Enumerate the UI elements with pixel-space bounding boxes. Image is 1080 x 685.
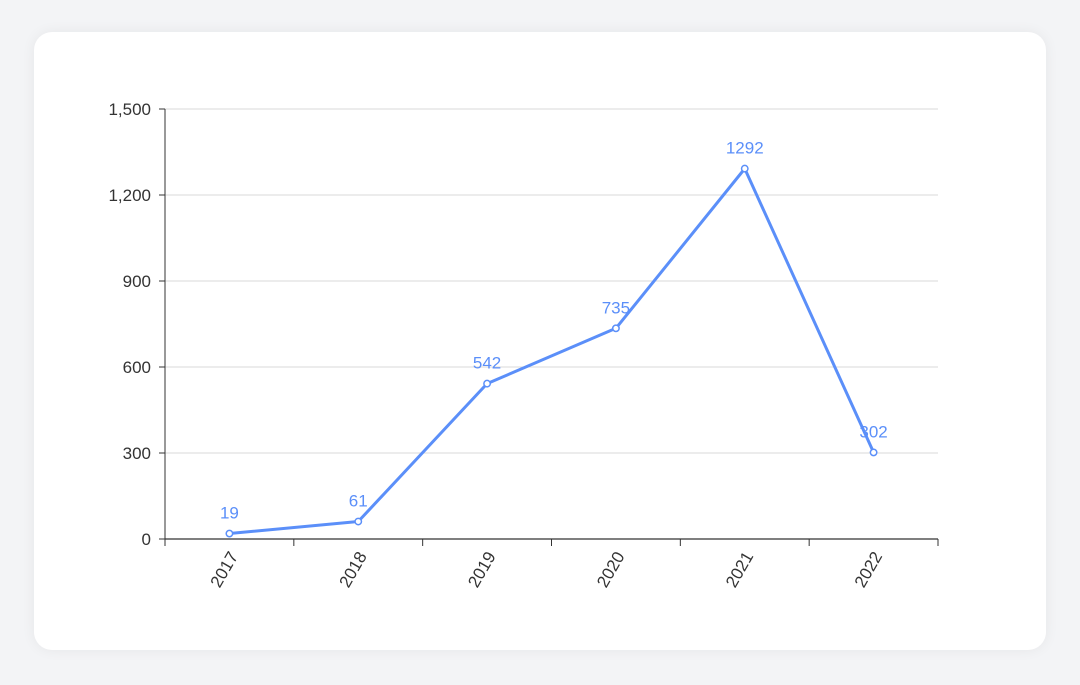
data-point — [611, 324, 620, 333]
x-tick-label: 2022 — [851, 548, 886, 590]
y-tick-label: 600 — [123, 358, 151, 377]
data-point — [483, 379, 492, 388]
data-point — [869, 448, 878, 457]
x-tick-label: 2020 — [593, 548, 628, 590]
data-point — [225, 529, 234, 538]
y-tick-label: 900 — [123, 272, 151, 291]
series — [225, 164, 878, 538]
series-line — [227, 167, 876, 536]
x-tick-label: 2017 — [207, 548, 242, 590]
axes — [159, 108, 939, 546]
x-tick-label: 2018 — [335, 548, 370, 590]
y-tick-label: 300 — [123, 444, 151, 463]
data-label: 19 — [220, 504, 239, 523]
y-tick-label: 1,200 — [108, 186, 151, 205]
data-label: 61 — [349, 492, 368, 511]
data-point — [740, 164, 749, 173]
x-tick-label: 2021 — [722, 548, 757, 590]
data-point — [354, 517, 363, 526]
data-label: 542 — [473, 354, 501, 373]
chart-card — [34, 32, 1046, 650]
y-tick-labels: 0 300 600 900 1,200 1,500 — [108, 100, 151, 549]
y-tick-label: 1,500 — [108, 100, 151, 119]
grid-lines — [165, 108, 938, 454]
x-tick-label: 2019 — [464, 548, 499, 590]
data-labels: 19 61 542 735 1292 302 — [220, 139, 888, 523]
y-tick-label: 0 — [142, 530, 151, 549]
data-label: 302 — [859, 422, 887, 441]
x-tick-labels: 2017 2018 2019 2020 2021 2022 — [207, 548, 887, 590]
data-label: 1292 — [726, 139, 764, 158]
data-label: 735 — [602, 298, 630, 317]
